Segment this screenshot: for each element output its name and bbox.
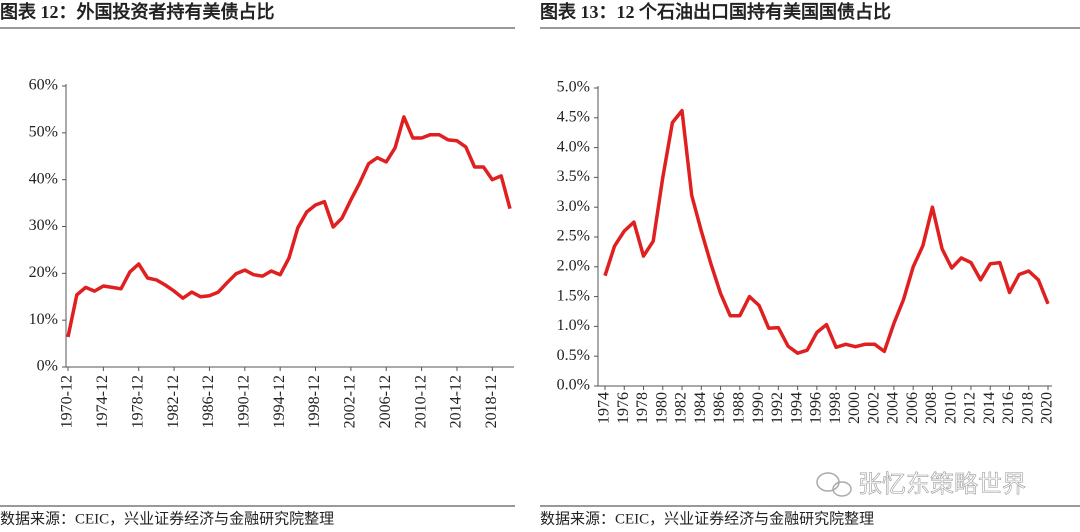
- y-tick-label: 0%: [37, 358, 58, 375]
- watermark: 张忆东策略世界: [858, 470, 1026, 498]
- y-tick-label: 40%: [29, 170, 58, 187]
- source-note: 数据来源：CEIC，兴业证券经济与金融研究院整理: [0, 509, 334, 527]
- y-tick-label: 1.5%: [557, 287, 590, 304]
- y-tick-label: 20%: [29, 264, 58, 281]
- x-tick-label: 2018: [1019, 392, 1036, 424]
- x-tick-label: 1986: [711, 392, 728, 424]
- x-tick-label: 1996: [808, 392, 825, 424]
- x-tick-label: 1990: [750, 392, 767, 424]
- y-tick-label: 5.0%: [557, 79, 590, 96]
- y-tick-label: 10%: [29, 311, 58, 328]
- y-tick-label: 0.0%: [557, 377, 590, 394]
- x-tick-label: 2006: [904, 392, 921, 424]
- y-tick-label: 3.5%: [557, 168, 590, 185]
- x-tick-label: 2010: [942, 392, 959, 424]
- y-tick-label: 50%: [29, 124, 58, 141]
- x-tick-label: 1988: [730, 392, 747, 424]
- x-tick-label: 2000: [846, 392, 863, 424]
- x-tick-label: 1974-12: [94, 375, 111, 428]
- data-line: [66, 115, 512, 338]
- x-tick-label: 2002: [865, 392, 882, 424]
- x-tick-label: 1980: [653, 392, 670, 424]
- watermark-icon: [816, 472, 852, 497]
- source-note: 数据来源：CEIC，兴业证券经济与金融研究院整理: [540, 509, 874, 527]
- y-tick-label: 60%: [29, 77, 58, 94]
- x-tick-label: 1976: [615, 392, 632, 424]
- y-tick-label: 30%: [29, 217, 58, 234]
- y-tick-label: 3.0%: [557, 198, 590, 215]
- x-tick-label: 1970-12: [59, 375, 76, 428]
- data-line: [603, 108, 1050, 355]
- x-tick-label: 2014: [981, 392, 998, 424]
- x-tick-label: 1990-12: [235, 375, 252, 428]
- x-tick-label: 1998: [827, 392, 844, 424]
- x-tick-label: 1994: [788, 392, 805, 424]
- x-tick-label: 2014-12: [448, 375, 465, 428]
- x-tick-label: 1978: [634, 392, 651, 424]
- x-tick-label: 2020: [1039, 392, 1056, 424]
- y-tick-label: 2.0%: [557, 257, 590, 274]
- x-tick-label: 2008: [923, 392, 940, 424]
- x-tick-label: 2006-12: [377, 375, 394, 428]
- x-tick-label: 1994-12: [271, 375, 288, 428]
- x-tick-label: 1992: [769, 392, 786, 424]
- x-tick-label: 2018-12: [483, 375, 500, 428]
- x-tick-label: 1974: [596, 392, 613, 424]
- x-tick-label: 1982-12: [165, 375, 182, 428]
- x-tick-label: 1978-12: [129, 375, 146, 428]
- y-tick-label: 1.0%: [557, 317, 590, 334]
- chart-title: 图表 13：12 个石油出口国持有美国国债占比: [540, 1, 891, 22]
- x-tick-label: 1986-12: [200, 375, 217, 428]
- x-tick-label: 1982: [673, 392, 690, 424]
- x-tick-label: 2016: [1000, 392, 1017, 424]
- y-tick-label: 4.5%: [557, 108, 590, 125]
- x-tick-label: 1998-12: [306, 375, 323, 428]
- x-tick-label: 2004: [885, 392, 902, 424]
- x-tick-label: 2002-12: [342, 375, 359, 428]
- y-tick-label: 4.0%: [557, 138, 590, 155]
- x-tick-label: 2012: [962, 392, 979, 424]
- y-tick-label: 0.5%: [557, 347, 590, 364]
- y-tick-label: 2.5%: [557, 228, 590, 245]
- x-tick-label: 1984: [692, 392, 709, 424]
- chart-title: 图表 12：外国投资者持有美债占比: [0, 1, 275, 22]
- x-tick-label: 2010-12: [412, 375, 429, 428]
